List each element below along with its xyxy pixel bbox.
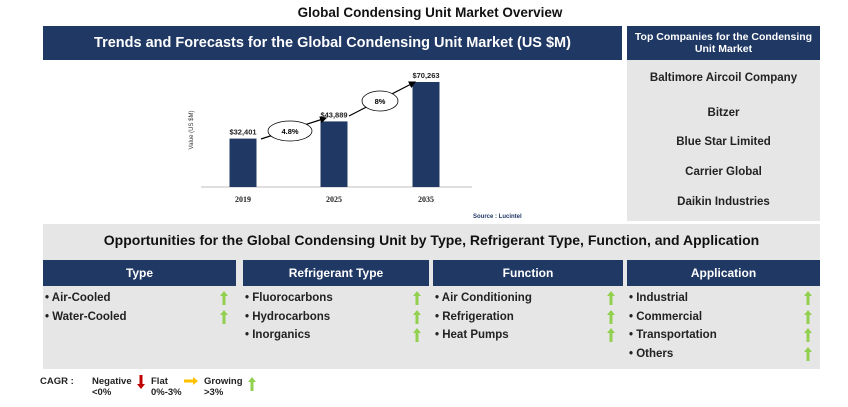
growing-arrow-icon [220,309,228,324]
legend-negative-label: Negative [92,376,132,387]
segment-item: • Air-Cooled [43,289,236,308]
segment-item: • Industrial [627,289,820,308]
cagr-bubble [267,120,313,142]
legend-flat-range: 0%-3% [151,387,182,398]
legend-negative-range: <0% [92,387,112,398]
company-item: Baltimore Aircoil Company [649,72,798,84]
segment-function: Function • Air Conditioning • Refrigerat… [433,260,623,365]
bar [229,138,257,187]
opportunities-title: Opportunities for the Global Condensing … [103,232,760,248]
bar-value-label: $32,401 [229,128,256,137]
segment-item-label: • Hydrocarbons [245,310,331,323]
x-tick-label: 2019 [235,195,251,204]
segment-item: • Water-Cooled [43,308,236,327]
cagr-bubble [361,90,399,112]
opportunities-panel: Opportunities for the Global Condensing … [43,224,820,369]
segment-refrigerant-type: Refrigerant Type • Fluorocarbons • Hydro… [243,260,429,365]
segment-header: Type [43,260,236,286]
segment-item-label: • Commercial [629,310,703,323]
cagr-legend: CAGR : Negative <0% Flat 0%-3% Growing >… [40,374,300,404]
top-companies-header: Top Companies for the Condensing Unit Ma… [627,26,820,60]
growing-arrow-icon [607,328,615,342]
segment-type: Type • Air-Cooled • Water-Cooled [43,260,236,365]
segment-item: • Transportation [627,326,820,345]
segment-item-label: • Heat Pumps [435,329,509,341]
bar [412,82,440,187]
segment-item: • Others [627,345,820,364]
segment-header: Refrigerant Type [243,260,429,286]
bar-value-label: $70,263 [412,71,439,80]
company-item: Bitzer [707,107,740,119]
segment-item: • Commercial [627,308,820,327]
legend-growing-range: >3% [204,387,224,398]
segment-item-label: • Refrigeration [435,310,514,323]
cagr-label: 4.8% [281,127,298,136]
x-tick-label: 2035 [418,195,434,204]
bar-value-label: $43,889 [320,110,347,119]
company-item: Blue Star Limited [676,136,771,148]
growing-arrow-icon [607,309,615,324]
segment-application: Application • Industrial • Commercial • … [627,260,820,365]
segment-item: • Fluorocarbons [243,289,429,308]
chart-header: Trends and Forecasts for the Global Cond… [43,26,622,60]
cagr-label: CAGR : [40,376,74,387]
page-title: Global Condensing Unit Market Overview [297,5,563,20]
segment-header: Function [433,260,623,286]
segment-item-label: • Air Conditioning [435,292,532,304]
growing-arrow-icon [804,309,812,324]
growing-arrow-icon [413,328,421,342]
segment-item: • Heat Pumps [433,326,623,345]
growing-arrow-icon [804,291,812,305]
company-item: Daikin Industries [677,196,770,208]
cagr-label: 8% [375,97,386,106]
company-item: Carrier Global [685,166,762,178]
x-tick-label: 2025 [326,195,342,204]
growing-arrow-icon [804,346,812,361]
chart-source: Source : Lucintel [473,214,522,220]
segment-item-label: • Inorganics [245,329,311,341]
legend-flat-label: Flat [151,376,168,387]
growing-arrow-icon [607,291,615,305]
growing-arrow-icon [413,309,421,324]
growing-arrow-icon [220,291,228,305]
segment-item-label: • Industrial [629,292,688,304]
segment-item-label: • Water-Cooled [45,310,127,323]
bar [320,121,348,187]
segment-item: • Air Conditioning [433,289,623,308]
segment-item-label: • Fluorocarbons [245,292,333,304]
flat-arrow-icon [184,377,198,385]
segment-item: • Hydrocarbons [243,308,429,327]
top-companies-panel: Top Companies for the Condensing Unit Ma… [627,26,820,221]
segment-item: • Refrigeration [433,308,623,327]
legend-growing-label: Growing [204,376,243,387]
y-axis-label: Value (US $M) [189,111,195,150]
bar-chart: Value (US $M) $32,401 2019 $43,889 2025 $70,2… [189,71,522,220]
growing-arrow-icon [413,291,421,305]
negative-arrow-icon [137,375,145,389]
growing-arrow-icon [248,377,256,391]
segment-item: • Inorganics [243,326,429,345]
segment-item-label: • Others [629,347,674,360]
segment-item-label: • Transportation [629,329,717,341]
segment-header: Application [627,260,820,286]
growing-arrow-icon [804,328,812,342]
segment-item-label: • Air-Cooled [45,292,111,304]
